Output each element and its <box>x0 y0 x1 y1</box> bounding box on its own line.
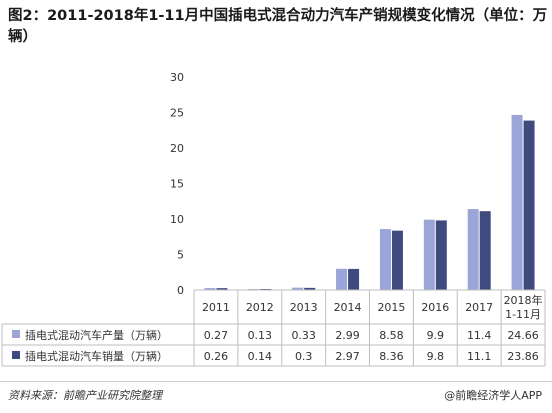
bar-sales <box>348 268 360 290</box>
data-value-label: 0.3 <box>295 350 313 363</box>
data-value-label: 24.66 <box>507 329 539 342</box>
x-category-label: 2016 <box>421 301 449 314</box>
data-value-label: 0.26 <box>204 350 229 363</box>
data-value-label: 0.13 <box>248 329 273 342</box>
data-value-label: 8.58 <box>379 329 404 342</box>
legend-swatch-sales <box>12 351 20 359</box>
bar-production <box>511 114 523 290</box>
x-category-label: 2017 <box>465 301 493 314</box>
y-tick-label: 25 <box>170 107 184 120</box>
bar-sales <box>391 230 403 290</box>
data-value-label: 11.1 <box>467 350 492 363</box>
y-tick-label: 15 <box>170 178 184 191</box>
data-value-label: 8.36 <box>379 350 404 363</box>
bar-sales <box>523 120 535 291</box>
x-category-label: 2013 <box>290 301 318 314</box>
bar-chart: 0 5 10 15 20 25 30 2011 2012 2013 2014 2015 2016 2017… <box>1 71 546 367</box>
y-tick-label: 20 <box>170 142 184 155</box>
y-tick-label: 10 <box>170 213 184 226</box>
x-category-label: 2015 <box>377 301 405 314</box>
x-category-label: 2012 <box>246 301 274 314</box>
legend-label: 插电式混动汽车产量（万辆） <box>25 328 168 342</box>
data-value-label: 0.33 <box>291 329 316 342</box>
bar-sales <box>435 220 447 290</box>
source-note: 资料来源：前瞻产业研究院整理 <box>8 389 162 402</box>
x-category-label: 2011 <box>202 301 230 314</box>
y-tick-label: 30 <box>170 71 184 84</box>
data-value-label: 9.8 <box>427 350 445 363</box>
chart-title: 图2：2011-2018年1-11月中国插电式混合动力汽车产销规模变化情况（单位… <box>8 8 548 45</box>
bar-sales <box>479 211 491 290</box>
y-tick-label: 5 <box>177 249 184 262</box>
x-category-label: 2014 <box>334 301 362 314</box>
bar-production <box>423 219 435 290</box>
footer-divider <box>0 381 552 382</box>
legend-label: 插电式混动汽车销量（万辆） <box>25 349 168 363</box>
bar-production <box>379 229 391 290</box>
data-value-label: 2.97 <box>335 350 360 363</box>
bar-sales <box>216 288 228 290</box>
data-value-label: 0.27 <box>204 329 229 342</box>
bar-production <box>336 268 348 290</box>
legend-swatch-production <box>12 330 20 338</box>
data-value-label: 0.14 <box>248 350 273 363</box>
bar-sales <box>304 287 316 290</box>
data-value-label: 2.99 <box>335 329 360 342</box>
brand-credit: @前瞻经济学人APP <box>444 389 542 402</box>
y-tick-label: 0 <box>177 284 184 297</box>
bar-production <box>292 287 304 290</box>
bar-production <box>204 288 216 290</box>
bar-production <box>467 209 479 290</box>
x-category-label: 2018年 1-11月 <box>504 293 543 321</box>
data-value-label: 11.4 <box>467 329 492 342</box>
data-value-label: 9.9 <box>427 329 445 342</box>
data-value-label: 23.86 <box>507 350 539 363</box>
